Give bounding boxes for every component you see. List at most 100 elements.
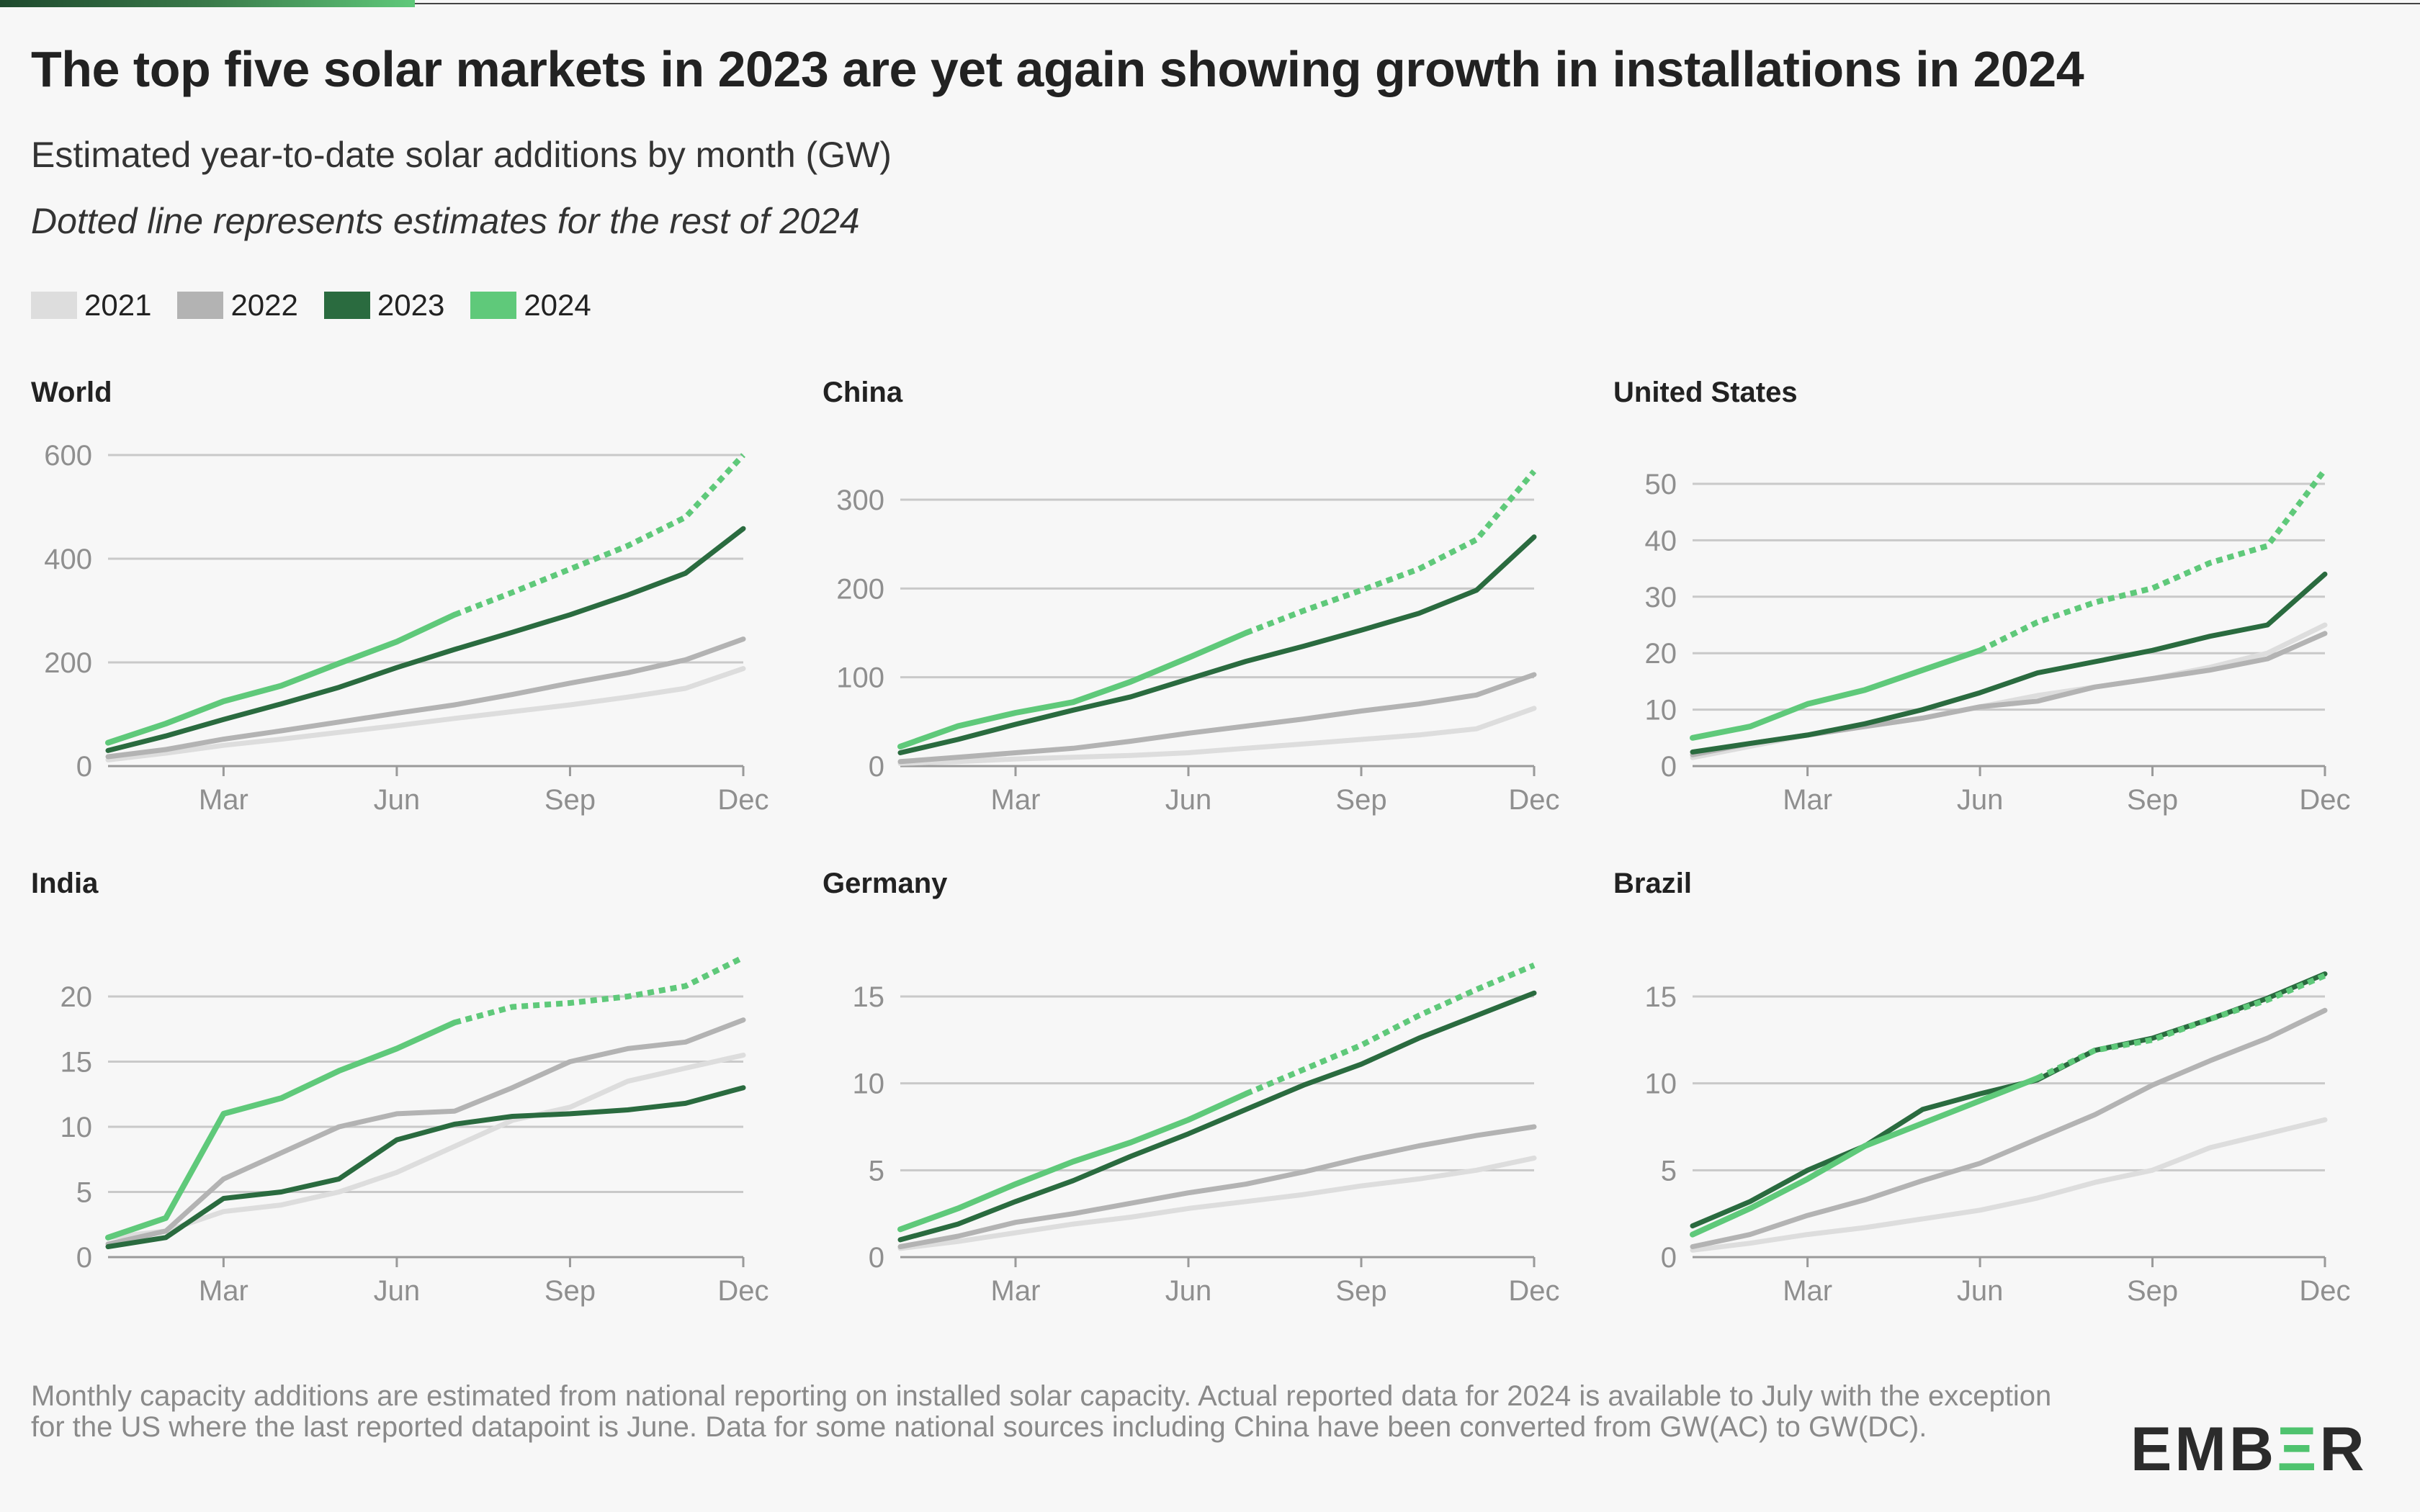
y-tick-label: 50 [1645,469,1677,500]
y-tick-label: 10 [60,1112,93,1143]
logo-text-post: R [2319,1415,2367,1484]
series-2024-line [1690,1075,2040,1238]
y-tick-label: 10 [1645,1068,1677,1100]
y-tick-label: 15 [1645,981,1677,1013]
series-2024-estimate-line [1245,962,1536,1097]
x-tick-label: Mar [199,784,248,816]
top-rule [415,3,2420,4]
y-tick-label: 0 [76,751,92,783]
y-tick-label: 600 [44,440,92,472]
top-accent-bar [0,0,2420,7]
panel-title-brazil: Brazil [1613,868,1692,899]
chart-title: The top five solar markets in 2023 are y… [31,41,2084,97]
series-2024-estimate-line [1245,469,1537,636]
y-tick-label: 0 [76,1242,92,1274]
y-tick-label: 400 [44,544,92,575]
series-2021-line [105,1053,746,1241]
y-tick-label: 10 [1645,695,1677,726]
series-2022-line [105,1017,746,1247]
x-tick-label: Dec [717,784,768,816]
y-tick-label: 5 [76,1177,92,1209]
panel-title-india: India [31,868,99,899]
y-tick-label: 40 [1645,525,1677,557]
panel-title-germany: Germany [823,868,948,899]
chart-subtitle: Estimated year-to-date solar additions b… [31,135,892,175]
panel-china: China 0 100 200 300 Mar Jun Sep Dec [823,377,1560,816]
panel-title-world: World [31,377,112,408]
x-tick-label: Mar [991,1275,1041,1307]
x-tick-label: Jun [1957,784,2004,816]
series-2023-line [1690,571,2328,755]
x-tick-label: Dec [1508,784,1559,816]
legend-swatch-2024 [470,292,517,319]
series-2023-line [105,526,746,753]
series-2024-estimate-line [454,955,745,1026]
series-2021-line [897,1155,1537,1251]
series-2023-line [105,1085,746,1249]
legend-item-2021: 2021 [31,288,151,323]
series-2024-line [1690,647,1984,741]
legend: 2021 2022 2023 2024 [31,288,617,323]
x-tick-label: Jun [1957,1275,2004,1307]
y-tick-label: 15 [853,981,885,1013]
series-2024-line [897,630,1249,750]
y-tick-label: 0 [1661,1242,1677,1274]
series-2023-line [897,990,1537,1243]
logo-text-pre: EMB [2130,1415,2277,1484]
x-tick-label: Dec [2299,784,2350,816]
series-2021-line [105,666,746,762]
series-2022-line [1690,1007,2328,1249]
y-tick-label: 5 [1661,1155,1677,1187]
accent-gradient [0,0,415,7]
legend-label-2024: 2024 [524,288,591,322]
series-2024-estimate-line [453,453,745,618]
x-tick-label: Dec [717,1275,768,1307]
x-tick-label: Jun [374,784,421,816]
y-tick-label: 20 [1645,638,1677,670]
x-tick-label: Mar [1783,784,1832,816]
y-tick-label: 20 [60,981,93,1013]
series-2024-estimate-line [2036,973,2326,1081]
series-2024-estimate-line [1978,467,2328,653]
y-tick-label: 300 [836,485,884,516]
series-2022-line [105,636,746,760]
logo-mark: Ξ [2277,1415,2320,1484]
panel-brazil: Brazil 0 5 10 15 Mar Jun Sep Dec [1613,868,2351,1307]
series-2024-line [105,1020,458,1241]
x-tick-label: Mar [1783,1275,1832,1307]
y-tick-label: 30 [1645,582,1677,613]
x-tick-label: Sep [544,1275,596,1307]
legend-swatch-2022 [177,292,224,319]
x-tick-label: Sep [2127,784,2178,816]
series-2022-line [897,672,1537,765]
x-tick-label: Mar [991,784,1041,816]
panel-united-states: United States 0 10 20 30 40 50 Mar Jun Sep Dec [1613,377,2351,816]
y-tick-label: 5 [869,1155,884,1187]
x-tick-label: Mar [199,1275,248,1307]
series-2024-line [897,1091,1249,1233]
legend-label-2021: 2021 [84,288,152,322]
x-tick-label: Sep [2127,1275,2178,1307]
x-tick-label: Sep [544,784,596,816]
legend-label-2023: 2023 [377,288,445,322]
legend-swatch-2021 [31,292,77,319]
legend-label-2022: 2022 [230,288,298,322]
x-tick-label: Jun [374,1275,421,1307]
panel-germany: Germany 0 5 10 15 Mar Jun Sep Dec [823,868,1560,1307]
panel-india: India 0 5 10 15 20 Mar Jun Sep Dec [31,868,769,1307]
y-tick-label: 15 [60,1047,93,1079]
y-tick-label: 200 [836,573,884,605]
footnote: Monthly capacity additions are estimated… [31,1380,2052,1443]
x-tick-label: Sep [1335,1275,1386,1307]
series-2021-line [897,706,1537,766]
x-tick-label: Dec [2299,1275,2350,1307]
y-tick-label: 10 [853,1068,885,1100]
panel-title-china: China [823,377,903,408]
x-tick-label: Jun [1165,1275,1212,1307]
series-2023-line [897,534,1537,755]
y-tick-label: 0 [1661,751,1677,783]
series-2021-line [1690,1117,2328,1253]
panel-title-united-states: United States [1613,377,1798,408]
y-tick-label: 0 [869,751,884,783]
